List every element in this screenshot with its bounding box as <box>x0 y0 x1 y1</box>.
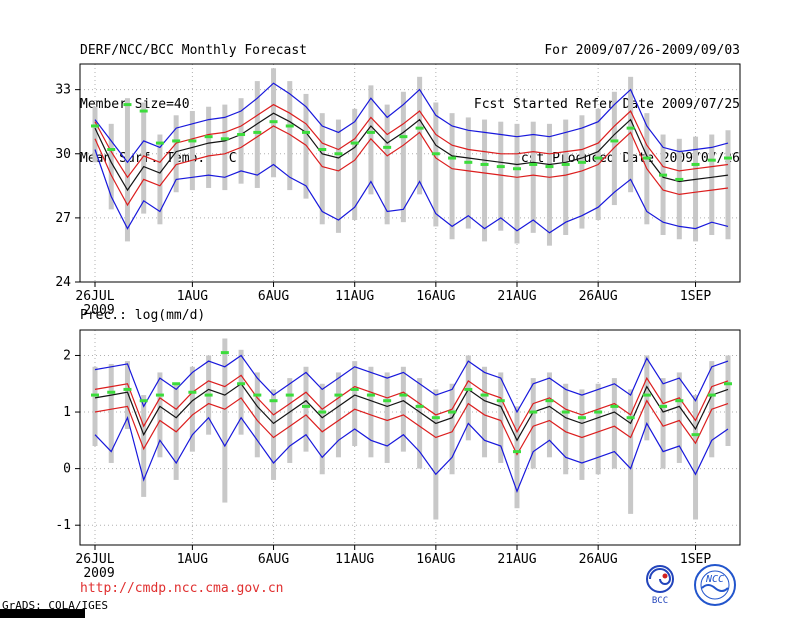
grads-credit-label: GrADS: COLA/IGES <box>2 599 108 612</box>
svg-text:1AUG: 1AUG <box>177 289 208 304</box>
svg-text:26JUL: 26JUL <box>75 289 114 304</box>
ncc-logo-icon: NCC <box>693 564 736 606</box>
bcc-logo-icon: BCC <box>646 565 674 606</box>
forecast-range-label: For 2009/07/26-2009/09/03 <box>544 43 740 58</box>
svg-text:2009: 2009 <box>83 303 114 316</box>
svg-text:16AUG: 16AUG <box>416 552 455 567</box>
svg-text:1SEP: 1SEP <box>680 552 711 567</box>
svg-text:1: 1 <box>63 405 71 420</box>
panel2-variable-label: Prec.: log(mm/d) <box>80 308 206 323</box>
svg-text:26AUG: 26AUG <box>579 552 618 567</box>
footer-logos: BCC NCC <box>638 562 748 606</box>
temperature-chart: 24 27 30 33 26JUL 1AUG 6AUG 11AUG 16AUG 21AUG 26AU… <box>55 63 741 316</box>
page-title: DERF/NCC/BCC Monthly Forecast <box>80 43 307 58</box>
svg-text:26AUG: 26AUG <box>579 289 618 304</box>
svg-text:6AUG: 6AUG <box>258 552 289 567</box>
svg-text:-1: -1 <box>55 518 71 533</box>
member-size-label: Member Size=40 <box>80 97 190 112</box>
svg-text:1AUG: 1AUG <box>177 552 208 567</box>
svg-text:21AUG: 21AUG <box>497 289 536 304</box>
svg-text:NCC: NCC <box>705 574 724 585</box>
svg-text:11AUG: 11AUG <box>335 289 374 304</box>
svg-text:16AUG: 16AUG <box>416 289 455 304</box>
svg-text:27: 27 <box>55 211 71 226</box>
precipitation-chart: -1 0 1 2 26JUL 1AUG 6AUG 11AUG 16AUG 21AUG 26AUG 1S… <box>55 329 741 581</box>
svg-text:6AUG: 6AUG <box>258 289 289 304</box>
svg-text:21AUG: 21AUG <box>497 552 536 567</box>
source-url-link[interactable]: http://cmdp.ncc.cma.gov.cn <box>80 581 284 596</box>
svg-text:30: 30 <box>55 147 71 162</box>
svg-text:BCC: BCC <box>652 596 668 606</box>
bottom-left-black-bar <box>0 609 85 618</box>
svg-text:1SEP: 1SEP <box>680 289 711 304</box>
svg-text:0: 0 <box>63 462 71 477</box>
svg-text:26JUL: 26JUL <box>75 552 114 567</box>
svg-text:33: 33 <box>55 83 71 98</box>
svg-text:24: 24 <box>55 275 71 290</box>
svg-text:2009: 2009 <box>83 566 114 581</box>
svg-text:11AUG: 11AUG <box>335 552 374 567</box>
svg-text:2: 2 <box>63 348 71 363</box>
